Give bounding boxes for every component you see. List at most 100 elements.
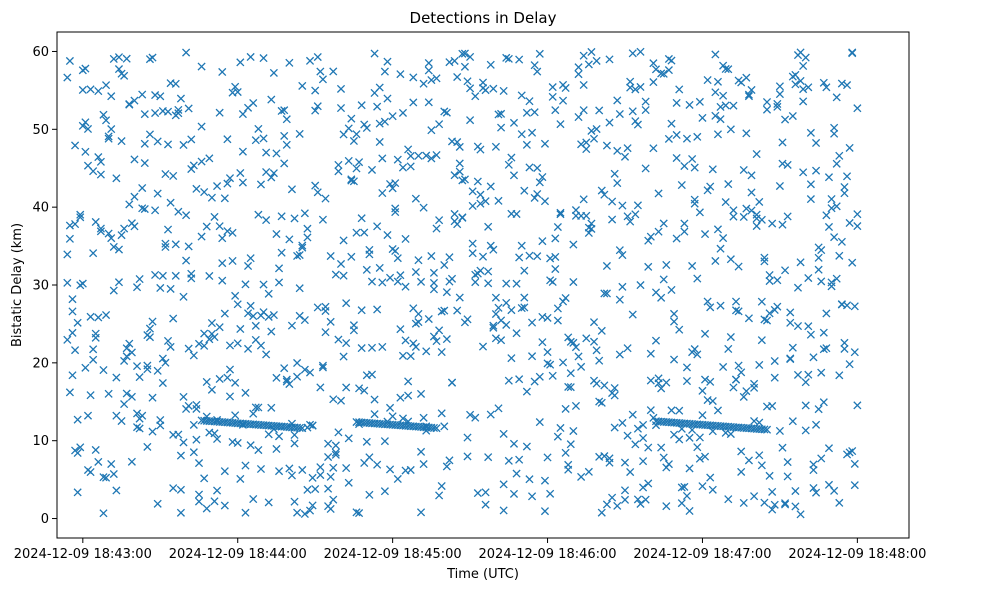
data-point: [512, 209, 521, 219]
data-point: [182, 211, 191, 220]
data-point: [819, 78, 828, 87]
data-point: [497, 109, 506, 118]
data-point: [817, 246, 826, 255]
data-point: [352, 164, 361, 173]
data-point: [163, 107, 173, 116]
data-point: [641, 164, 650, 173]
data-point: [471, 92, 480, 101]
data-point: [197, 122, 206, 131]
data-point: [411, 342, 420, 351]
data-point: [251, 136, 260, 145]
data-point: [507, 354, 516, 363]
data-point: [791, 80, 800, 89]
data-point: [662, 378, 671, 387]
data-point: [215, 108, 224, 117]
data-point: [840, 182, 849, 192]
data-point: [610, 423, 619, 432]
data-point: [682, 363, 692, 372]
data-point: [835, 251, 844, 260]
data-point: [569, 338, 578, 347]
data-point: [156, 283, 165, 293]
track-point: [762, 425, 772, 434]
data-point: [468, 187, 477, 196]
data-point: [396, 325, 405, 334]
data-point: [497, 123, 506, 132]
data-point: [597, 186, 606, 195]
data-point: [680, 482, 689, 491]
data-point: [316, 463, 325, 472]
data-point: [385, 403, 395, 412]
data-point: [466, 410, 475, 419]
data-point: [698, 113, 707, 122]
data-point: [192, 404, 201, 413]
data-point: [682, 491, 692, 500]
data-point: [305, 420, 315, 429]
data-point: [298, 241, 307, 250]
data-point: [138, 204, 147, 213]
data-point: [750, 492, 759, 501]
data-point: [215, 222, 224, 231]
data-point: [453, 138, 462, 147]
data-point: [842, 172, 852, 181]
data-point: [719, 234, 728, 243]
data-point: [525, 97, 534, 106]
data-point: [140, 204, 149, 214]
data-point: [287, 185, 297, 194]
data-point: [840, 189, 849, 198]
data-point: [750, 379, 759, 388]
data-point: [298, 81, 307, 90]
data-point: [91, 333, 100, 342]
data-point: [711, 50, 720, 59]
y-tick-label: 40: [32, 201, 49, 216]
data-point: [205, 335, 214, 344]
data-point: [548, 92, 557, 101]
data-point: [747, 206, 756, 215]
data-point: [775, 181, 784, 191]
data-point: [127, 457, 136, 466]
data-point: [478, 342, 488, 351]
data-point: [525, 475, 534, 484]
data-point: [114, 245, 124, 254]
data-point: [295, 250, 304, 260]
data-point: [706, 473, 715, 482]
data-point: [145, 324, 155, 333]
data-point: [468, 201, 477, 210]
data-point: [747, 188, 756, 197]
data-point: [151, 270, 160, 279]
data-point: [135, 424, 144, 433]
data-point: [781, 266, 790, 275]
data-point: [755, 197, 764, 206]
data-point: [202, 504, 211, 513]
data-point: [768, 219, 777, 228]
data-point: [814, 265, 823, 274]
data-point: [486, 241, 495, 250]
data-point: [657, 293, 666, 302]
data-point: [251, 403, 260, 412]
data-point: [246, 301, 255, 310]
data-point: [755, 451, 764, 460]
data-point: [579, 195, 588, 204]
data-point: [104, 389, 113, 398]
data-point: [339, 236, 348, 245]
data-point: [262, 216, 271, 225]
data-point: [564, 382, 573, 391]
data-point: [241, 508, 250, 517]
data-point: [349, 321, 358, 330]
data-point: [584, 60, 593, 69]
data-point: [626, 217, 635, 226]
data-point: [445, 253, 454, 262]
data-point: [398, 351, 408, 360]
data-point: [481, 197, 490, 206]
data-point: [620, 458, 630, 467]
data-point: [646, 349, 655, 358]
data-point: [582, 138, 591, 147]
data-point: [830, 123, 839, 132]
data-point: [194, 459, 204, 468]
data-point: [791, 502, 800, 511]
data-point: [422, 151, 431, 160]
data-point: [811, 420, 821, 429]
data-point: [380, 437, 389, 446]
data-point: [370, 49, 379, 58]
data-point: [391, 204, 400, 213]
data-point: [587, 47, 596, 57]
